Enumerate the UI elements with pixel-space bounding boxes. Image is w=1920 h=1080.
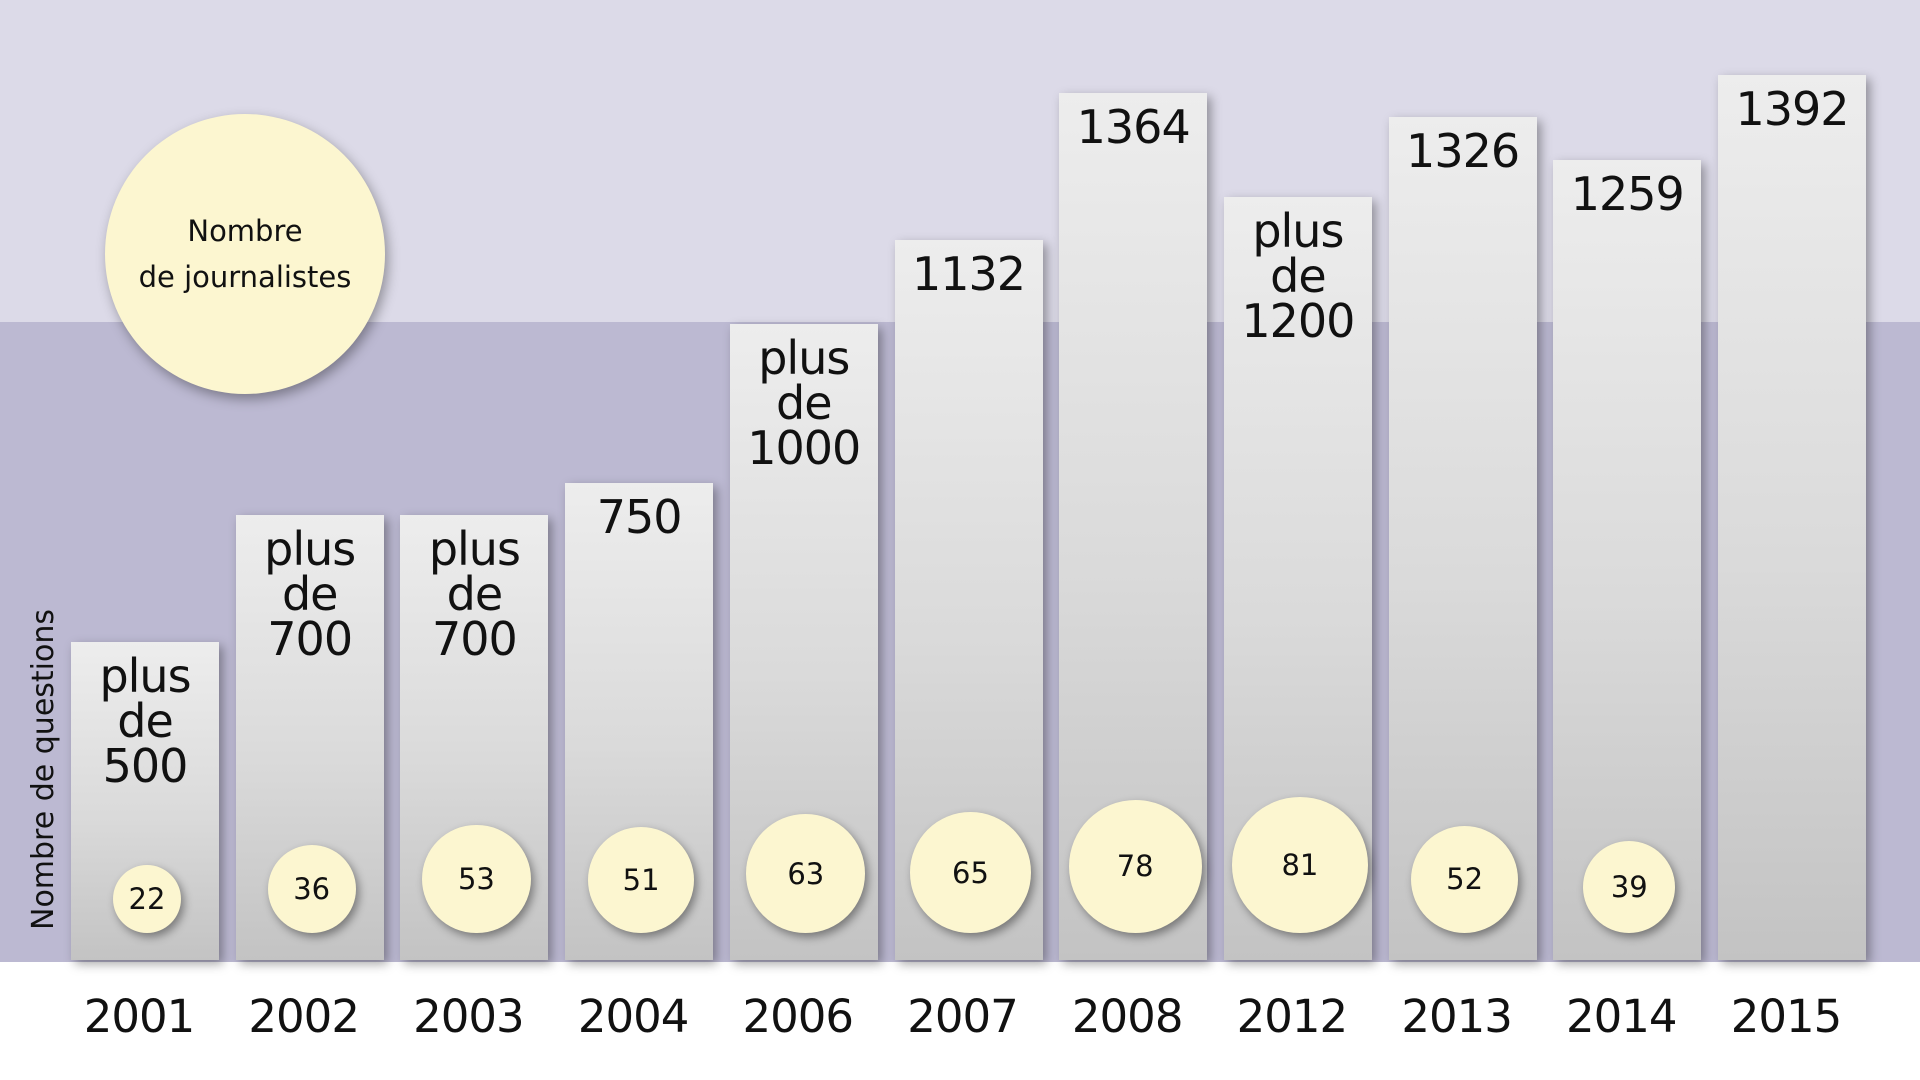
journalist-bubble-label-2014: 39: [1610, 869, 1648, 904]
legend-bubble-label: Nombre de journalistes: [138, 214, 352, 294]
x-tick-label-2004: 2004: [577, 990, 690, 1043]
bar-2013: [1388, 116, 1537, 960]
bar-value-label-2013: 1326: [1406, 123, 1520, 178]
journalist-bubble-2006: 63: [746, 814, 866, 933]
x-tick-label-2008: 2008: [1071, 990, 1184, 1043]
journalist-bubble-2001: 22: [112, 864, 182, 933]
bar-value-label-2007: 1132: [911, 247, 1026, 302]
x-tick-label-2007: 2007: [907, 990, 1019, 1043]
journalist-bubble-2014: 39: [1583, 840, 1676, 933]
bar-value-label-2004: 750: [596, 490, 683, 545]
x-tick-label-2001: 2001: [83, 990, 196, 1043]
bar-value-label-2015: 1392: [1735, 82, 1849, 136]
bar-value-label-2012: plus de 1200: [1241, 204, 1355, 349]
journalist-bubble-2003: 53: [422, 824, 531, 933]
x-tick-label-2013: 2013: [1401, 990, 1513, 1043]
x-tick-label-2002: 2002: [248, 990, 360, 1043]
bar-value-label-2002: plus de 700: [264, 521, 356, 666]
bar-value-label-2001: plus de 500: [99, 649, 191, 794]
journalist-bubble-2002: 36: [267, 844, 356, 933]
journalist-bubble-label-2001: 22: [128, 881, 166, 916]
bar-value-label-2006: plus de 1000: [747, 331, 861, 476]
x-tick-label-2012: 2012: [1236, 990, 1349, 1043]
bar-2014: [1553, 159, 1702, 960]
journalist-bubble-2013: 52: [1411, 825, 1519, 933]
journalist-bubble-label-2003: 53: [457, 861, 495, 896]
x-tick-label-2006: 2006: [742, 990, 855, 1043]
journalist-bubble-label-2004: 51: [622, 862, 660, 897]
journalist-bubble-label-2007: 65: [952, 855, 989, 890]
journalist-bubble-label-2012: 81: [1281, 848, 1319, 883]
journalist-bubble-label-2008: 78: [1116, 849, 1154, 884]
legend-bubble-journalists: Nombre de journalistes: [105, 114, 385, 394]
x-tick-label-2015: 2015: [1730, 990, 1843, 1043]
journalist-bubble-label-2013: 52: [1446, 862, 1484, 897]
x-tick-label-2014: 2014: [1566, 990, 1678, 1043]
journalist-bubble-2008: 78: [1068, 799, 1202, 933]
x-tick-label-2003: 2003: [413, 990, 525, 1043]
journalist-bubble-label-2006: 63: [787, 856, 825, 891]
bar-2015: [1718, 75, 1866, 960]
journalist-bubble-2007: 65: [910, 812, 1031, 933]
bar-value-label-2003: plus de 700: [428, 521, 521, 666]
journalist-bubble-label-2002: 36: [293, 871, 331, 906]
bar-value-label-2008: 1364: [1076, 99, 1191, 154]
journalist-bubble-2012: 81: [1232, 797, 1368, 933]
journalist-bubble-2004: 51: [588, 826, 695, 933]
bar-value-label-2014: 1259: [1570, 166, 1685, 221]
